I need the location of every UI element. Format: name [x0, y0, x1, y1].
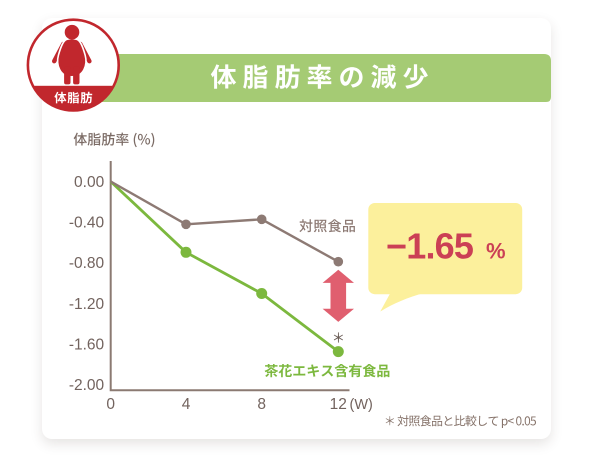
svg-text:4: 4	[182, 396, 191, 413]
svg-text:0.00: 0.00	[74, 174, 105, 191]
svg-text:−1.65: −1.65	[386, 226, 474, 267]
svg-text:(W): (W)	[350, 397, 373, 413]
svg-text:12: 12	[330, 396, 347, 413]
svg-text:%: %	[486, 239, 506, 264]
svg-text:-2.00: -2.00	[69, 377, 105, 394]
svg-text:-1.20: -1.20	[69, 296, 105, 313]
svg-text:-0.40: -0.40	[69, 215, 105, 232]
svg-text:-0.80: -0.80	[69, 255, 105, 272]
svg-text:0: 0	[106, 396, 115, 413]
svg-text:-1.60: -1.60	[69, 336, 105, 353]
svg-text:8: 8	[257, 396, 266, 413]
